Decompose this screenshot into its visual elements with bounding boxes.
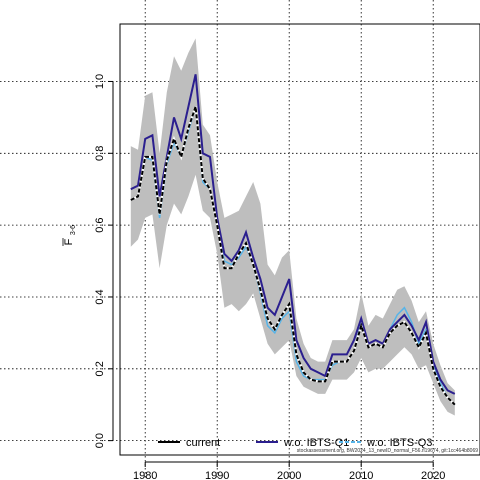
- y-tick-label-group-4: 0.8: [94, 146, 106, 161]
- y-tick-label-1: 0.2: [94, 361, 106, 376]
- y-tick-label-group-1: 0.2: [94, 361, 106, 376]
- series-line-current: [130, 106, 456, 406]
- x-tick-label-2000: 2000: [277, 470, 301, 480]
- x-tick-label-2010: 2010: [349, 470, 373, 480]
- footnote: stockassessment.org, BW2024_13_newID_nor…: [297, 448, 478, 454]
- legend: current w.o. IBTS-Q1 w.o. IBTS-Q3: [158, 437, 432, 449]
- x-axis: 1980 1990 2000 2010 2020: [133, 461, 445, 480]
- legend-label-1: w.o. IBTS-Q1: [283, 437, 349, 449]
- y-tick-label-group-2: 0.4: [94, 289, 106, 304]
- y-tick-label-4: 0.8: [94, 146, 106, 161]
- y-tick-label-group-5: 1.0: [94, 74, 106, 89]
- y-tick-label-group-3: 0.6: [94, 217, 106, 232]
- y-tick-label-2: 0.4: [94, 289, 106, 304]
- plot-frame: [119, 23, 480, 456]
- legend-label-0: current: [186, 437, 220, 449]
- y-axis-label: F 3-6: [62, 225, 77, 246]
- series-lines: [130, 74, 456, 406]
- series-line-wo-ibts-q1: [130, 74, 456, 395]
- y-axis: 0.0 0.2 0.4 0.6 0.8 1.0: [94, 74, 114, 448]
- confidence-band: [130, 38, 455, 416]
- horizontal-gridlines: [0, 81, 480, 442]
- y-axis-label-main: F: [63, 238, 75, 245]
- y-tick-label-3: 0.6: [94, 217, 106, 232]
- y-tick-label-0: 0.0: [94, 433, 106, 448]
- y-tick-label-group-0: 0.0: [94, 433, 106, 448]
- x-tick-label-2020: 2020: [421, 470, 445, 480]
- y-tick-label-5: 1.0: [94, 74, 106, 89]
- x-tick-label-1990: 1990: [205, 470, 229, 480]
- y-axis-label-subscript: 3-6: [70, 225, 77, 235]
- x-tick-label-1980: 1980: [133, 470, 157, 480]
- legend-label-2: w.o. IBTS-Q3: [366, 437, 432, 449]
